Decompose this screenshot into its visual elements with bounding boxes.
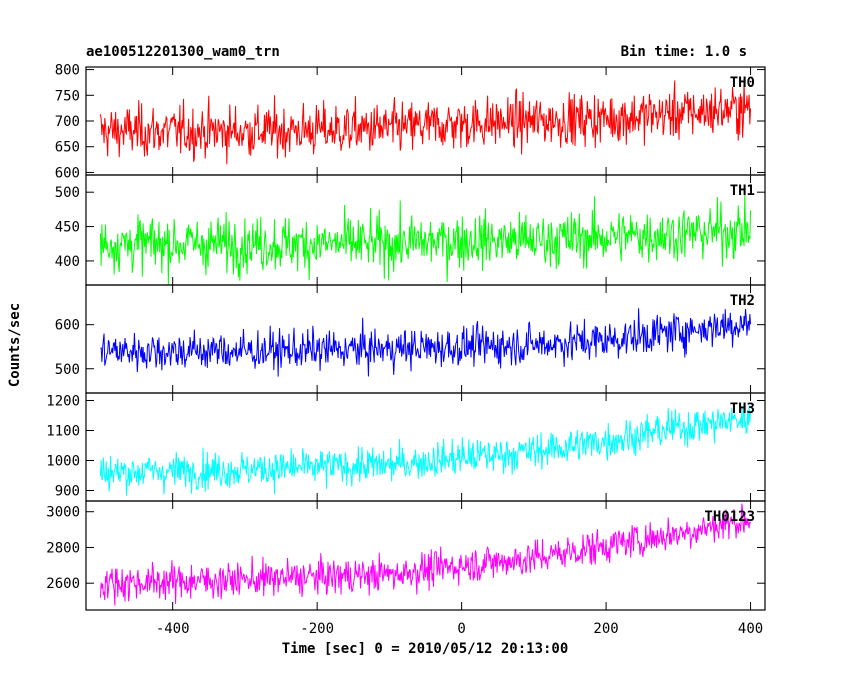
y-tick-label: 2800 xyxy=(46,540,80,556)
panel-label-th3: TH3 xyxy=(730,401,755,417)
y-tick-label: 900 xyxy=(55,484,80,500)
y-tick-label: 1000 xyxy=(46,454,80,470)
x-tick-label: -400 xyxy=(156,621,190,637)
y-tick-label: 600 xyxy=(55,318,80,334)
x-axis-label: Time [sec] 0 = 2010/05/12 20:13:00 xyxy=(281,641,569,657)
y-axis-label: Counts/sec xyxy=(7,302,23,388)
series-line-th2 xyxy=(100,308,752,377)
panel-label-th0123: TH0123 xyxy=(704,509,755,525)
y-tick-label: 650 xyxy=(55,140,80,156)
series-line-th0 xyxy=(99,78,752,165)
y-tick-label: 2600 xyxy=(46,576,80,592)
panel-label-th0: TH0 xyxy=(730,75,755,91)
y-tick-label: 750 xyxy=(55,88,80,104)
y-tick-label: 500 xyxy=(55,185,80,201)
series-line-th0123 xyxy=(99,503,752,606)
x-tick-label: 400 xyxy=(738,621,763,637)
y-tick-label: 500 xyxy=(55,362,80,378)
y-tick-label: 800 xyxy=(55,63,80,79)
x-tick-label: -200 xyxy=(300,621,334,637)
y-tick-label: 700 xyxy=(55,114,80,130)
panel-frame-th3 xyxy=(85,392,766,502)
y-tick-label: 1100 xyxy=(46,424,80,440)
y-tick-label: 1200 xyxy=(46,394,80,410)
y-tick-label: 600 xyxy=(55,165,80,181)
y-tick-label: 3000 xyxy=(46,505,80,521)
file-title: ae100512201300_wam0_trn xyxy=(86,44,280,60)
series-line-th3 xyxy=(99,402,752,496)
panel-label-th1: TH1 xyxy=(730,183,755,199)
series-line-th1 xyxy=(99,194,752,286)
panel-frame-th0123 xyxy=(85,500,766,611)
y-tick-label: 450 xyxy=(55,220,80,236)
x-tick-label: 0 xyxy=(457,621,465,637)
panel-label-th2: TH2 xyxy=(730,293,755,309)
bin-time-label: Bin time: 1.0 s xyxy=(620,44,747,60)
x-tick-label: 200 xyxy=(593,621,618,637)
y-tick-label: 400 xyxy=(55,254,80,270)
